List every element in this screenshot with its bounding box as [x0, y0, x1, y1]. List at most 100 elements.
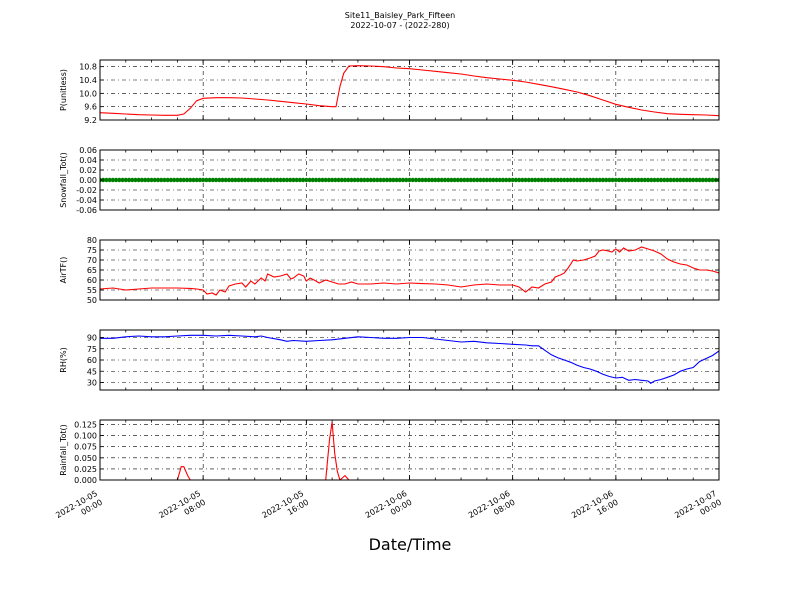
x-tick-label: 2022-10-0616:00: [570, 489, 620, 529]
data-point: [533, 177, 538, 183]
y-tick-label: 0.04: [79, 156, 97, 165]
data-point: [200, 177, 206, 183]
data-point: [255, 177, 261, 183]
data-point: [594, 177, 599, 183]
data-point: [271, 177, 277, 183]
data-point: [184, 177, 190, 183]
data-point: [616, 177, 622, 183]
y-tick-label: 60: [87, 276, 97, 285]
data-point: [603, 177, 609, 183]
data-point: [449, 177, 454, 183]
data-point: [510, 177, 515, 183]
y-axis-label: AirTF(): [59, 257, 68, 284]
data-point: [152, 177, 158, 183]
y-tick-label: 70: [87, 256, 97, 265]
data-point: [136, 177, 141, 183]
data-point: [242, 177, 248, 183]
data-point: [481, 177, 486, 183]
data-point: [291, 177, 296, 183]
data-point: [562, 177, 567, 183]
data-point: [623, 177, 628, 183]
data-point: [133, 177, 138, 183]
data-point: [478, 177, 483, 183]
y-axis-label: Rainfall_Tot(): [59, 424, 68, 476]
y-tick-label: 10.8: [79, 63, 97, 72]
data-point: [649, 177, 654, 183]
data-point: [407, 177, 412, 183]
data-point: [317, 177, 322, 183]
data-point: [188, 177, 193, 183]
data-point: [520, 177, 525, 183]
y-tick-label: 0.025: [74, 465, 97, 474]
data-point: [691, 177, 696, 183]
data-point: [687, 177, 693, 183]
data-point: [678, 177, 683, 183]
panel-5: 0.000 0.025 0.050 0.075 0.100 0.125 Rainfall_T…: [59, 419, 720, 485]
x-tick-label: 2022-10-0516:00: [261, 489, 311, 529]
series-line: [100, 65, 719, 117]
panels: 9.2 9.6 10.0 10.4 10.8 P(unitless) -0.06-0.04-…: [54, 59, 723, 529]
data-point: [246, 177, 251, 183]
data-point: [194, 177, 199, 183]
data-point: [484, 177, 490, 183]
data-point: [471, 177, 477, 183]
data-point: [555, 177, 561, 183]
y-tick-label: 9.6: [84, 103, 97, 112]
x-tick-label: 2022-10-0608:00: [467, 489, 517, 529]
data-point: [491, 177, 496, 183]
data-point: [400, 177, 406, 183]
data-point: [126, 177, 132, 183]
data-point: [233, 177, 238, 183]
data-point: [574, 177, 580, 183]
data-point: [587, 177, 593, 183]
data-point: [307, 177, 312, 183]
data-point: [429, 177, 435, 183]
data-point: [310, 177, 315, 183]
data-point: [426, 177, 432, 183]
data-point: [542, 177, 548, 183]
data-point: [584, 177, 590, 183]
data-point: [523, 177, 528, 183]
data-point: [281, 177, 286, 183]
y-tick-label: 0.00: [79, 176, 97, 185]
data-point: [258, 177, 264, 183]
y-tick-label: 50: [87, 296, 97, 305]
data-point: [610, 177, 615, 183]
data-point: [297, 177, 303, 183]
data-point: [236, 177, 241, 183]
y-tick-label: 55: [87, 286, 97, 295]
x-tick-label: 2022-10-0600:00: [364, 489, 414, 529]
y-tick-label: 0.100: [74, 432, 97, 441]
y-tick-label: 80: [87, 236, 97, 245]
y-axis-label: Snowfall_Tot(): [59, 152, 68, 208]
data-point: [210, 177, 216, 183]
data-point: [362, 177, 367, 183]
panel-2: -0.06-0.04-0.020.000.020.040.06 Snowfall_…: [59, 146, 720, 215]
data-point: [694, 177, 699, 183]
data-point: [249, 177, 254, 183]
data-point: [549, 177, 554, 183]
series-points: [100, 177, 719, 183]
y-tick-label: 10.4: [79, 76, 97, 85]
data-point: [139, 177, 145, 183]
data-point: [465, 177, 470, 183]
y-tick-label: 0.06: [79, 146, 97, 155]
data-point: [217, 177, 222, 183]
data-point: [168, 177, 174, 183]
data-point: [142, 177, 148, 183]
data-point: [645, 177, 651, 183]
data-point: [368, 177, 374, 183]
data-point: [500, 177, 506, 183]
y-tick-label: 0.125: [74, 420, 97, 429]
data-point: [487, 177, 493, 183]
data-point: [703, 177, 709, 183]
y-tick-label: -0.06: [76, 206, 97, 215]
data-point: [329, 177, 335, 183]
series-line: [100, 246, 719, 296]
data-point: [123, 177, 128, 183]
data-point: [294, 177, 299, 183]
data-point: [313, 177, 319, 183]
data-point: [652, 177, 657, 183]
y-tick-label: 0.000: [74, 476, 97, 485]
